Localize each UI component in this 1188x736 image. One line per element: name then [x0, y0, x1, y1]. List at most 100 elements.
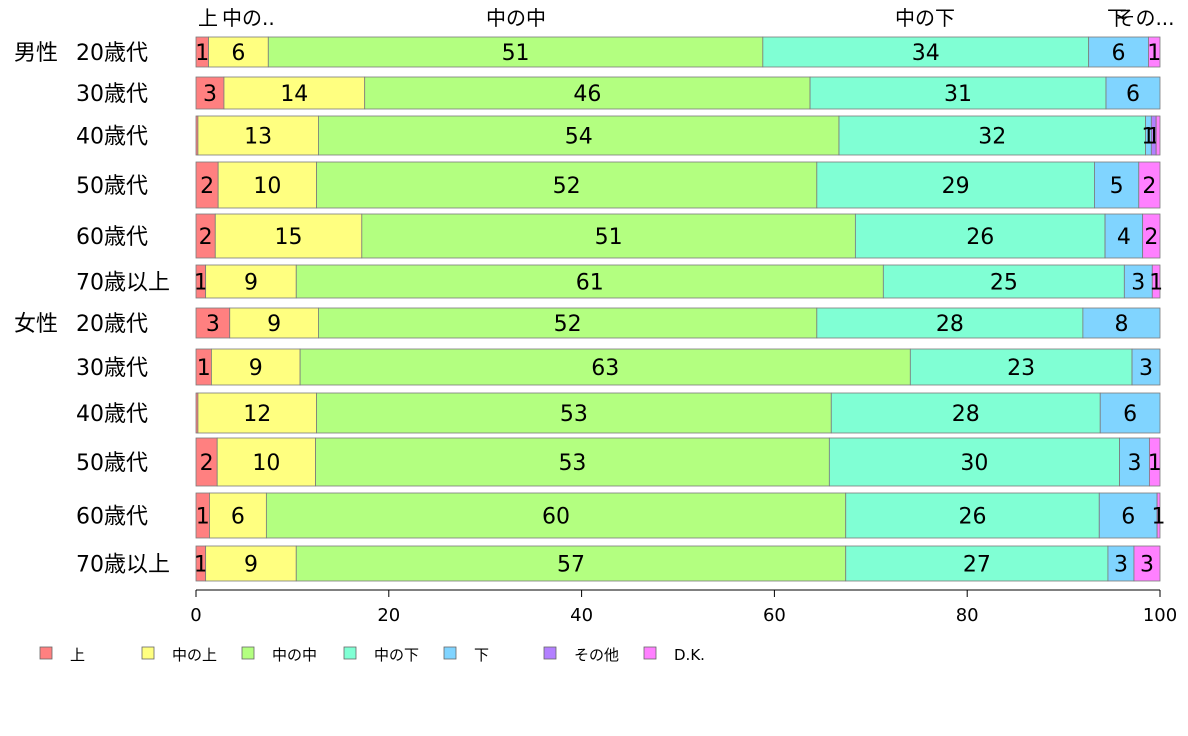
legend-swatch	[39, 646, 53, 660]
bar-data-label: 1	[196, 505, 210, 530]
bar-segment	[318, 115, 840, 156]
bar-data-label: 6	[1112, 41, 1126, 66]
legend-label: 下	[474, 646, 489, 664]
bar-data-label: 9	[244, 553, 258, 578]
bar-segment	[1099, 392, 1161, 434]
x-tick-label: 80	[956, 605, 979, 626]
bar-segment	[208, 36, 269, 68]
group-label: 女性	[14, 312, 58, 337]
bar-segment	[295, 545, 847, 582]
legend-swatch	[543, 646, 557, 660]
bar-segment	[762, 36, 1090, 68]
bar-data-label: 30	[960, 451, 988, 476]
legend-swatch	[643, 646, 657, 660]
bar-data-label: 61	[576, 271, 604, 296]
top-series-label: 中の中	[486, 6, 546, 30]
legend-swatch	[141, 646, 155, 660]
bar-data-label: 52	[554, 312, 582, 337]
bar-segment	[295, 264, 884, 299]
legend-item: 中の下	[343, 646, 419, 664]
bar-data-label: 1	[195, 41, 209, 66]
bar-data-label: 2	[1142, 174, 1156, 199]
bar-segment	[828, 437, 1120, 487]
bar-segment	[1123, 264, 1153, 299]
bar-data-label: 28	[952, 402, 980, 427]
bar-data-label: 25	[990, 271, 1018, 296]
bar-segment	[816, 307, 1084, 339]
category-label: 60歳代	[76, 225, 148, 250]
bar-segment	[214, 213, 363, 259]
legend-label: その他	[574, 646, 619, 664]
bar-data-label: 1	[197, 356, 211, 381]
group-label: 男性	[14, 41, 58, 66]
legend-item: 中の中	[241, 646, 317, 664]
bar-segment	[217, 161, 317, 209]
bar-segment	[1138, 161, 1161, 209]
legend-swatch	[241, 646, 255, 660]
bar-segment	[1133, 545, 1161, 582]
bar-segment	[1082, 307, 1161, 339]
bar-data-label: 10	[253, 174, 281, 199]
legend-item: その他	[543, 646, 619, 664]
bar-segment	[1119, 437, 1150, 487]
bar-data-label: 51	[595, 225, 623, 250]
bar-data-label: 31	[944, 82, 972, 107]
bar-data-label: 1	[1149, 271, 1163, 296]
legend-label: D.K.	[674, 646, 705, 664]
bar-segment	[223, 76, 366, 110]
bar-segment	[816, 161, 1095, 209]
legend-label: 中の下	[374, 646, 419, 664]
bar-data-label: 2	[199, 225, 213, 250]
bar-data-label: 3	[1131, 271, 1145, 296]
legend-label: 上	[70, 646, 85, 664]
top-series-label: その...	[1115, 6, 1174, 30]
bar-segment	[299, 348, 911, 386]
bar-data-label: 13	[244, 125, 272, 150]
bar-segment	[316, 392, 832, 434]
category-label: 70歳以上	[76, 271, 170, 296]
bar-data-label: 3	[1114, 553, 1128, 578]
bar-segment	[1155, 115, 1161, 156]
category-label: 40歳代	[76, 125, 148, 150]
bar-data-label: 3	[1127, 451, 1141, 476]
bar-data-label: 2	[200, 451, 214, 476]
bar-data-label: 28	[936, 312, 964, 337]
bar-data-label: 26	[959, 505, 987, 530]
bar-segment	[845, 492, 1100, 539]
bar-data-label: 32	[978, 125, 1006, 150]
x-tick-label: 40	[570, 605, 593, 626]
bar-data-label: 1	[194, 271, 208, 296]
bar-segment	[195, 76, 225, 110]
bar-data-label: 14	[280, 82, 308, 107]
bar-data-label: 9	[267, 312, 281, 337]
bar-data-label: 46	[573, 82, 601, 107]
bar-data-label: 1	[1152, 505, 1166, 530]
bar-segment	[205, 264, 297, 299]
legend-label: 中の中	[272, 646, 317, 664]
bar-data-label: 60	[542, 505, 570, 530]
bar-data-label: 57	[557, 553, 585, 578]
bar-segment	[205, 545, 297, 582]
category-label: 30歳代	[76, 356, 148, 381]
bar-data-label: 3	[1140, 553, 1154, 578]
bar-segment	[854, 213, 1106, 259]
x-tick-label: 100	[1143, 605, 1177, 626]
bar-segment	[1098, 492, 1158, 539]
bar-segment	[216, 437, 316, 487]
bar-data-label: 6	[231, 505, 245, 530]
category-label: 40歳代	[76, 402, 148, 427]
bar-data-label: 26	[966, 225, 994, 250]
legend-label: 中の上	[172, 646, 217, 664]
top-series-label: 上	[198, 6, 218, 30]
bar-data-label: 63	[591, 356, 619, 381]
category-label: 70歳以上	[76, 553, 170, 578]
bar-data-label: 2	[1144, 225, 1158, 250]
bar-data-label: 29	[942, 174, 970, 199]
legend-swatch	[343, 646, 357, 660]
bar-data-label: 53	[560, 402, 588, 427]
bar-segment	[265, 492, 847, 539]
bar-data-label: 52	[553, 174, 581, 199]
legend-item: 上	[39, 646, 85, 664]
bar-data-label: 1	[1147, 41, 1161, 66]
